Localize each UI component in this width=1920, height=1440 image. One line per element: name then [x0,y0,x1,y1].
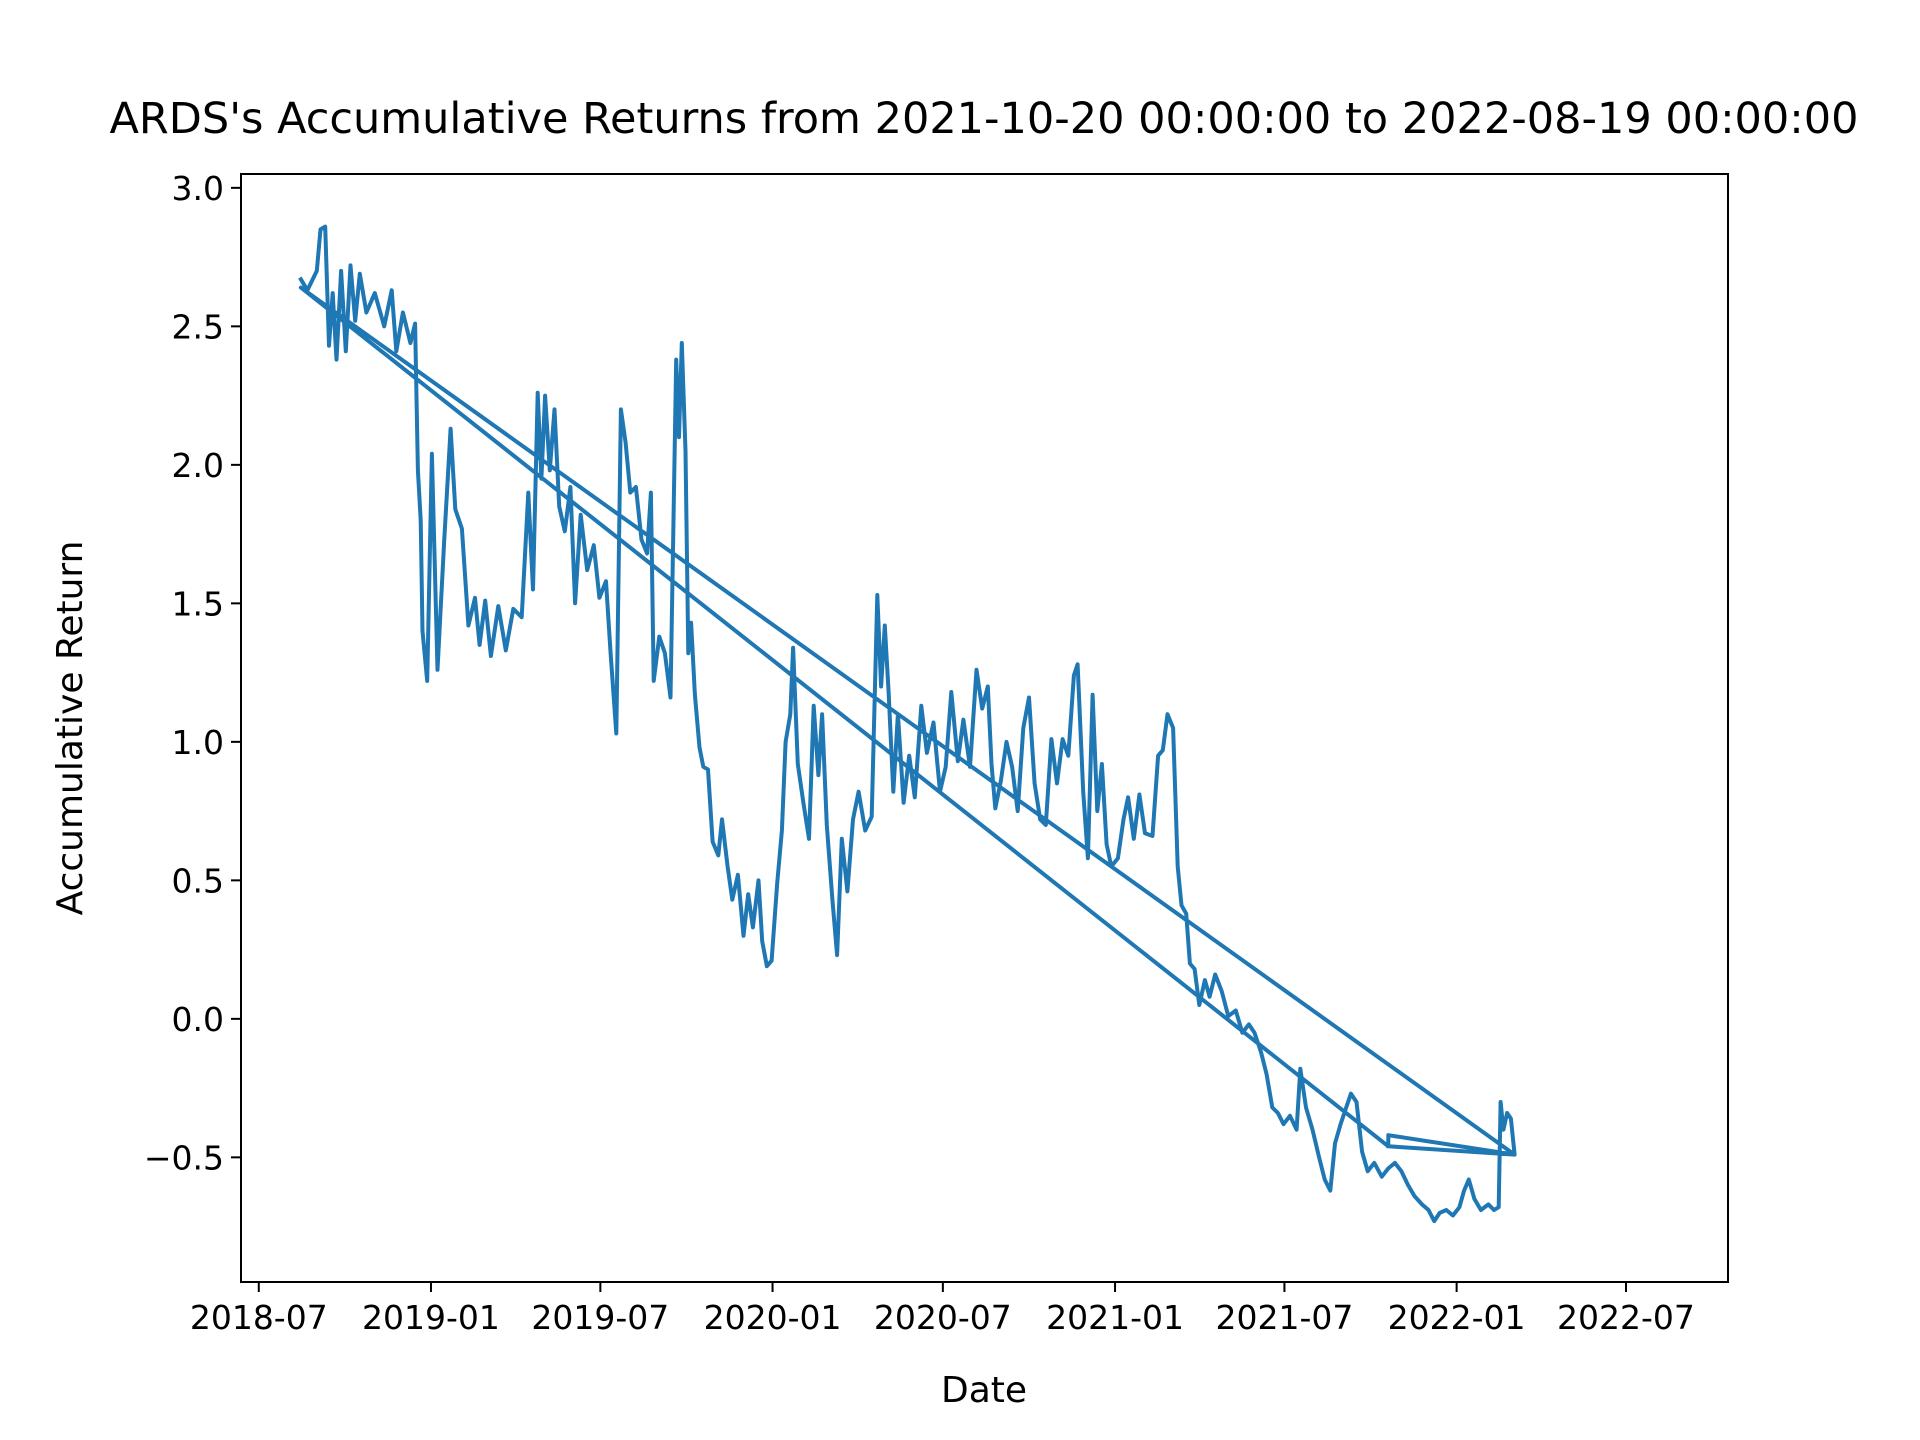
y-tick-label: 2.0 [172,446,224,485]
x-tick-label: 2022-07 [1557,1298,1695,1337]
x-axis: 2018-07 2019-01 2019-07 2020-01 2020-07 2021-… [190,1282,1695,1337]
y-axis-title: Accumulative Return [50,541,91,916]
plot-frame [240,173,1729,1283]
x-tick-label: 2019-01 [362,1298,500,1337]
x-tick-label: 2021-07 [1215,1298,1353,1337]
y-tick-label: 1.5 [172,584,224,623]
x-tick-label: 2022-01 [1388,1298,1526,1337]
y-tick-label: −0.5 [144,1138,224,1177]
plot-area [298,224,1517,1224]
y-tick-label: 3.0 [172,169,224,208]
chart-title: ARDS's Accumulative Returns from 2021-10… [110,94,1859,144]
y-tick-label: 0.0 [172,1000,224,1039]
x-tick-label: 2018-07 [190,1298,328,1337]
x-axis-title: Date [941,1370,1027,1411]
series-line [298,224,1517,1224]
y-tick-label: 2.5 [172,307,224,346]
y-tick-label: 0.5 [172,861,224,900]
y-tick-label: 1.0 [172,723,224,762]
x-tick-label: 2020-01 [704,1298,842,1337]
y-axis: −0.5 0.0 0.5 1.0 1.5 2.0 2.5 3.0 [144,169,241,1177]
x-tick-label: 2020-07 [874,1298,1012,1337]
x-tick-label: 2019-07 [531,1298,669,1337]
x-tick-label: 2021-01 [1046,1298,1184,1337]
